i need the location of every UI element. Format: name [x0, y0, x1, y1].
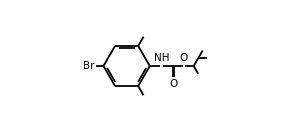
Text: O: O [169, 79, 178, 89]
Text: O: O [179, 53, 188, 63]
Text: NH: NH [154, 53, 169, 63]
Text: Br: Br [83, 61, 95, 71]
